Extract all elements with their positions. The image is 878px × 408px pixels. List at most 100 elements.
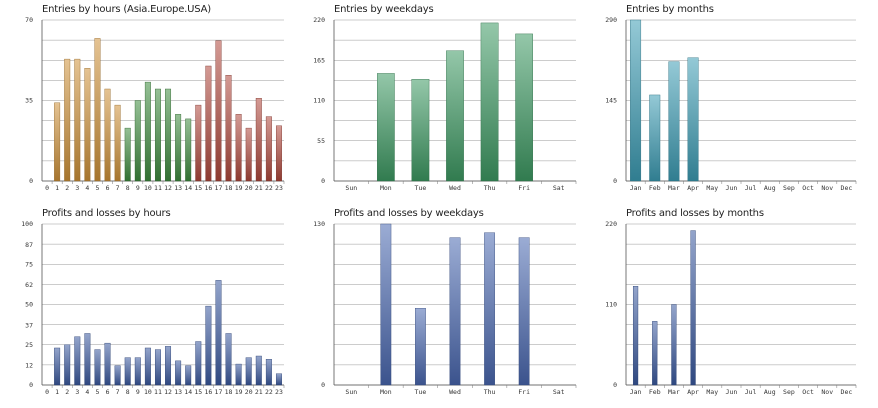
y-tick-label: 25 [25, 341, 33, 349]
x-tick-label: 2 [65, 184, 69, 192]
chart-plot-entries-weekdays: 0 55 110 165 220 Sun Mon Tue Wed Thu Fri Sat [313, 16, 577, 192]
x-tick-label: 6 [106, 388, 110, 396]
x-tick-label: Nov [821, 388, 833, 396]
bar-3 [74, 336, 81, 386]
y-tick-label: 0 [613, 177, 617, 185]
x-tick-label: 10 [144, 388, 152, 396]
y-tick-label: 75 [25, 260, 33, 268]
bar-12 [165, 346, 172, 386]
bar-19 [235, 114, 242, 182]
y-tick-label: 70 [25, 16, 33, 24]
x-tick-label: 15 [194, 184, 202, 192]
x-tick-label: Mon [380, 388, 392, 396]
bar-4 [84, 333, 91, 386]
x-tick-label: 13 [174, 184, 182, 192]
bar-17 [215, 40, 222, 182]
x-tick-label: 2 [65, 388, 69, 396]
bar-Thu [480, 22, 499, 182]
x-tick-label: 16 [204, 388, 212, 396]
x-tick-label: Mar [668, 388, 680, 396]
x-tick-label: 12 [164, 184, 172, 192]
x-tick-label: Sep [783, 388, 795, 396]
x-tick-label: 5 [95, 184, 99, 192]
chart-title: Entries by hours (Asia.Europe.USA) [42, 4, 211, 15]
x-tick-label: Thu [484, 184, 496, 192]
x-tick-label: Jun [726, 184, 738, 192]
x-tick-label: Wed [449, 388, 461, 396]
x-tick-label: 0 [45, 184, 49, 192]
bar-1 [54, 347, 61, 386]
y-tick-label: 35 [25, 97, 33, 105]
y-tick-label: 87 [25, 241, 33, 249]
y-tick-label: 145 [605, 97, 617, 105]
x-tick-label: Mar [668, 184, 680, 192]
bar-Mon [380, 223, 392, 386]
x-tick-label: 20 [245, 184, 253, 192]
x-tick-label: 1 [55, 388, 59, 396]
x-tick-label: 22 [265, 184, 273, 192]
x-tick-label: 14 [184, 184, 192, 192]
x-tick-label: 3 [75, 388, 79, 396]
bar-6 [104, 88, 111, 182]
bar-8 [124, 357, 131, 386]
bar-16 [205, 65, 212, 182]
chart-plot-pl-months: 0 110 220 Jan Feb Mar Apr May Jun Jul Aug Sep Oct Nov… [605, 220, 857, 396]
bar-Wed [446, 50, 464, 182]
bar-7 [114, 104, 121, 182]
y-tick-label: 110 [605, 301, 617, 309]
bar-4 [84, 68, 91, 182]
y-tick-label: 220 [313, 16, 325, 24]
x-tick-label: 18 [225, 184, 233, 192]
bar-Tue [415, 308, 426, 386]
x-tick-label: 19 [235, 184, 243, 192]
bar-11 [154, 349, 161, 386]
bar-Apr [690, 230, 696, 386]
x-tick-label: 16 [204, 184, 212, 192]
x-tick-label: 8 [126, 388, 130, 396]
y-tick-label: 130 [313, 220, 325, 228]
x-tick-label: Oct [802, 184, 814, 192]
x-tick-label: 9 [136, 184, 140, 192]
x-tick-label: 1 [55, 184, 59, 192]
x-tick-label: 6 [106, 184, 110, 192]
bar-21 [255, 355, 262, 386]
bar-19 [235, 363, 242, 386]
x-tick-label: Sat [553, 184, 565, 192]
bar-Tue [411, 79, 430, 182]
chart-panel-pl-months: Profits and losses by months 0 110 220 Jan F… [584, 204, 876, 408]
x-tick-label: 22 [265, 388, 273, 396]
chart-title: Entries by weekdays [334, 4, 434, 15]
x-tick-label: 4 [85, 388, 89, 396]
x-tick-label: Sep [783, 184, 795, 192]
bar-18 [225, 74, 232, 182]
x-tick-label: 17 [215, 184, 223, 192]
bar-Fri [518, 237, 530, 386]
bar-21 [255, 97, 262, 182]
bar-7 [114, 365, 121, 386]
chart-plot-entries-months: 0 145 290 Jan Feb Mar Apr May Jun Jul Aug Sep Oct Nov… [605, 16, 857, 192]
x-tick-label: Thu [484, 388, 496, 396]
x-tick-label: Jul [745, 184, 757, 192]
bar-20 [245, 357, 252, 386]
bar-18 [225, 333, 232, 386]
bar-9 [134, 357, 141, 386]
x-tick-label: Aug [764, 388, 776, 396]
y-tick-label: 290 [605, 16, 617, 24]
y-tick-label: 0 [29, 177, 33, 185]
bar-13 [175, 360, 182, 386]
bar-22 [265, 116, 272, 182]
x-tick-label: Nov [821, 184, 833, 192]
x-tick-label: 17 [215, 388, 223, 396]
chart-title: Profits and losses by weekdays [334, 208, 484, 219]
x-tick-label: 7 [116, 388, 120, 396]
bar-2 [64, 58, 71, 182]
x-tick-label: 21 [255, 184, 263, 192]
bar-14 [185, 118, 192, 182]
x-tick-label: Aug [764, 184, 776, 192]
bar-8 [124, 127, 131, 182]
bar-Fri [515, 33, 533, 182]
x-tick-label: Jun [726, 388, 738, 396]
bar-2 [64, 344, 71, 386]
x-tick-label: Dec [841, 184, 853, 192]
